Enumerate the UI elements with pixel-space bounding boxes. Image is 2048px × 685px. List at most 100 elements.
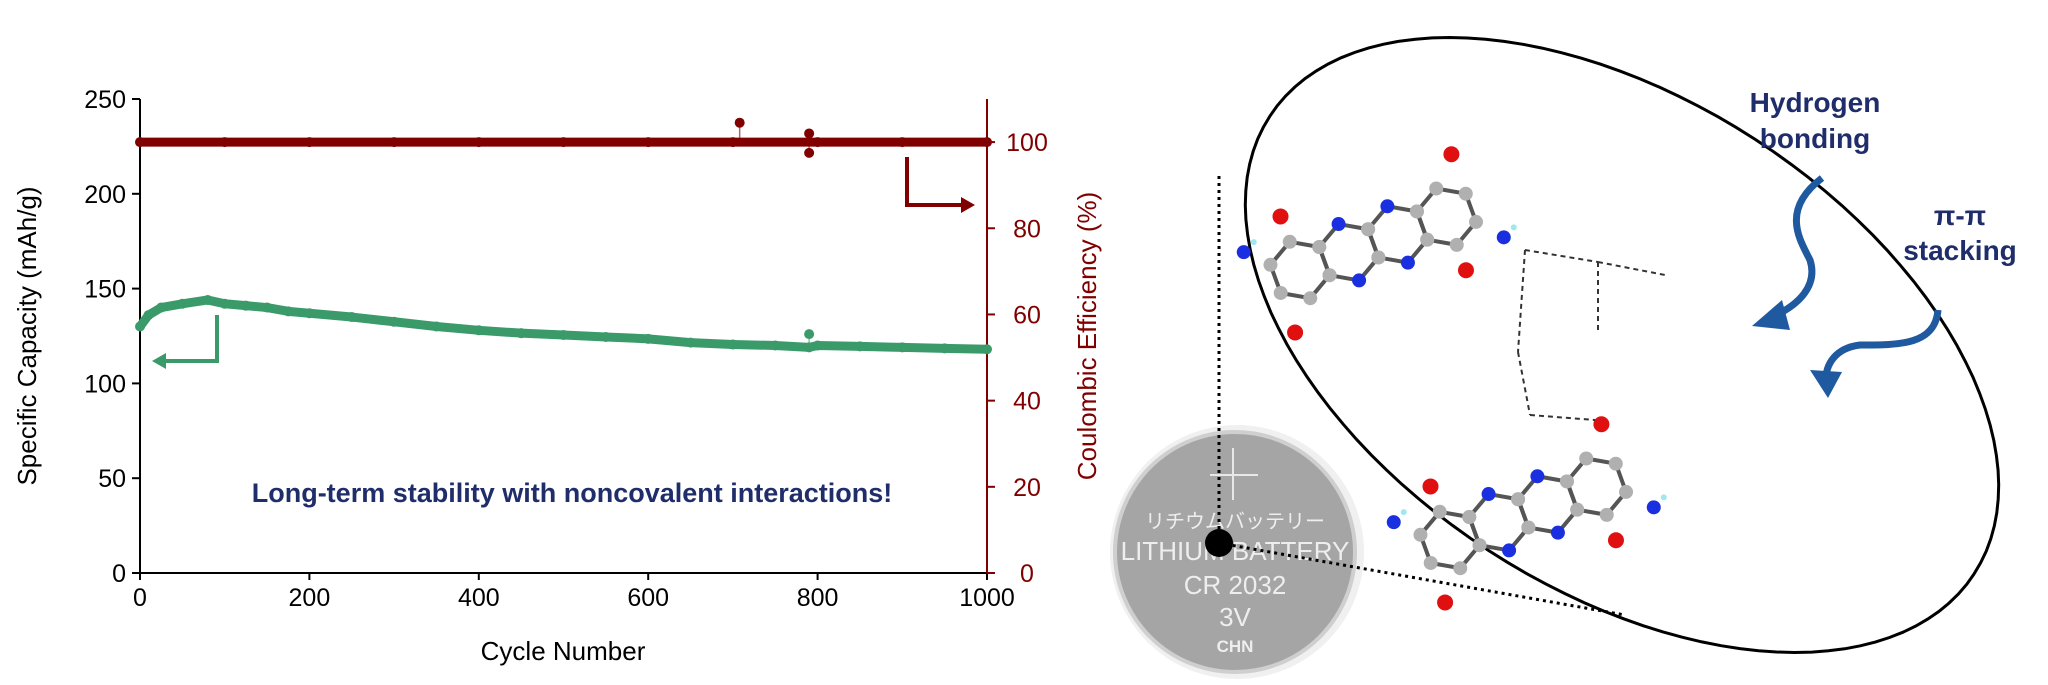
- efficiency-data-point: [982, 137, 992, 148]
- y2-tick-label: 100: [1006, 129, 1048, 157]
- coin-text-jp: リチウムバッテリー: [1145, 511, 1325, 533]
- efficiency-outlier-point: [804, 147, 815, 158]
- left-arrowhead: [152, 353, 166, 369]
- oxygen-atom: [1422, 478, 1439, 495]
- nitrogen-atom: [1331, 217, 1346, 232]
- coin-text-origin: CHN: [1217, 637, 1254, 656]
- pi-stacking-curved-arrow: [1822, 309, 1942, 383]
- efficiency-data-point: [135, 137, 145, 148]
- chart-annotation: Long-term stability with noncovalent int…: [252, 478, 893, 508]
- capacity-data-point: [643, 333, 654, 344]
- carbon-atom: [1469, 214, 1484, 229]
- efficiency-data-point: [897, 137, 908, 148]
- carbon-atom: [1462, 510, 1477, 525]
- carbon-atom: [1263, 257, 1278, 272]
- capacity-data-point: [431, 321, 442, 332]
- capacity-outlier-point: [804, 329, 815, 340]
- x-tick-label: 200: [289, 584, 331, 612]
- y2-tick-label: 0: [1020, 560, 1034, 588]
- y2-tick-label: 20: [1013, 474, 1041, 502]
- carbon-atom: [1312, 240, 1327, 255]
- carbon-atom: [1579, 451, 1594, 466]
- capacity-data-point: [304, 308, 315, 319]
- molecule-structure: [1236, 146, 1667, 611]
- efficiency-data-point: [727, 137, 738, 148]
- carbon-atom: [1361, 222, 1376, 237]
- y2-tick-label: 40: [1013, 388, 1041, 416]
- hydrogen-bonding-label-line2: bonding: [1760, 123, 1870, 154]
- y-tick-label: 250: [84, 86, 126, 114]
- oxygen-atom: [1457, 262, 1474, 279]
- y-tick-label: 50: [98, 465, 126, 493]
- x-tick-label: 1000: [959, 584, 1015, 612]
- carbon-atom: [1449, 237, 1464, 252]
- efficiency-data-point: [812, 137, 823, 148]
- carbon-atom: [1273, 285, 1288, 300]
- right-arrowhead: [961, 197, 975, 213]
- nitrogen-atom: [1496, 230, 1511, 245]
- carbon-atom: [1423, 555, 1438, 570]
- coin-cell-battery: リチウムバッテリー LITHIUM BATTERY CR 2032 3V CHN: [1110, 425, 1364, 679]
- capacity-data-point: [727, 339, 738, 350]
- hydrogen-atom: [1660, 494, 1667, 501]
- efficiency-data-point: [219, 137, 230, 148]
- oxygen-atom: [1437, 594, 1454, 611]
- x-tick-label: 800: [797, 584, 839, 612]
- capacity-data-point: [473, 325, 484, 336]
- carbon-atom: [1303, 291, 1318, 306]
- efficiency-data-point: [304, 137, 315, 148]
- capacity-data-point: [389, 316, 400, 327]
- capacity-data-point: [685, 337, 696, 348]
- nitrogen-atom: [1550, 525, 1565, 540]
- capacity-data-point: [558, 330, 569, 341]
- oxygen-atom: [1443, 146, 1460, 163]
- nitrogen-atom: [1352, 273, 1367, 288]
- carbon-atom: [1322, 268, 1337, 283]
- nitrogen-atom: [1236, 245, 1251, 260]
- cycling-chart: 0 200 400 600 800 100005010015020025002040608…: [12, 86, 1102, 666]
- capacity-data-point: [283, 306, 294, 317]
- hydrogen-atom: [1510, 224, 1517, 231]
- capacity-data-point: [939, 343, 950, 354]
- carbon-atom: [1458, 186, 1473, 201]
- y-tick-label: 200: [84, 181, 126, 209]
- nitrogen-atom: [1386, 515, 1401, 530]
- carbon-atom: [1619, 484, 1634, 499]
- hydrogen-bond-dashed: [1524, 249, 1599, 263]
- y-tick-label: 150: [84, 276, 126, 304]
- capacity-data-point: [143, 310, 154, 321]
- pi-stacking-label-line1: π-π: [1934, 200, 1986, 231]
- hydrogen-atom: [1400, 509, 1407, 516]
- nitrogen-atom: [1380, 199, 1395, 214]
- carbon-atom: [1371, 250, 1386, 265]
- carbon-atom: [1511, 492, 1526, 507]
- coin-text-model: CR 2032: [1184, 570, 1287, 600]
- hydrogen-atom: [1250, 239, 1257, 246]
- capacity-data-point: [156, 302, 167, 313]
- efficiency-data-point: [558, 137, 569, 148]
- x-tick-label: 600: [627, 584, 669, 612]
- coin-face: [1113, 430, 1357, 674]
- capacity-data-point: [346, 312, 357, 323]
- y-tick-label: 100: [84, 370, 126, 398]
- y-axis-label: Specific Capacity (mAh/g): [12, 186, 42, 485]
- carbon-atom: [1521, 520, 1536, 535]
- hydrogen-bond-dashed: [1597, 261, 1666, 276]
- capacity-data-point: [177, 298, 188, 309]
- carbon-atom: [1599, 507, 1614, 522]
- carbon-atom: [1453, 561, 1468, 576]
- pi-stacking-arrowhead: [1810, 370, 1842, 398]
- x-axis-label: Cycle Number: [481, 636, 646, 666]
- nitrogen-atom: [1400, 255, 1415, 270]
- capacity-data-point: [897, 342, 908, 353]
- oxygen-atom: [1287, 324, 1304, 341]
- capacity-data-point: [812, 340, 823, 351]
- carbon-atom: [1429, 181, 1444, 196]
- left-axis-pointer-arrow: [160, 315, 219, 363]
- right-axis-pointer-arrow: [905, 157, 965, 207]
- capacity-data-point: [240, 300, 251, 311]
- carbon-atom: [1570, 502, 1585, 517]
- oxygen-atom: [1593, 416, 1610, 433]
- coin-text-voltage: 3V: [1219, 602, 1251, 632]
- oxygen-atom: [1607, 532, 1624, 549]
